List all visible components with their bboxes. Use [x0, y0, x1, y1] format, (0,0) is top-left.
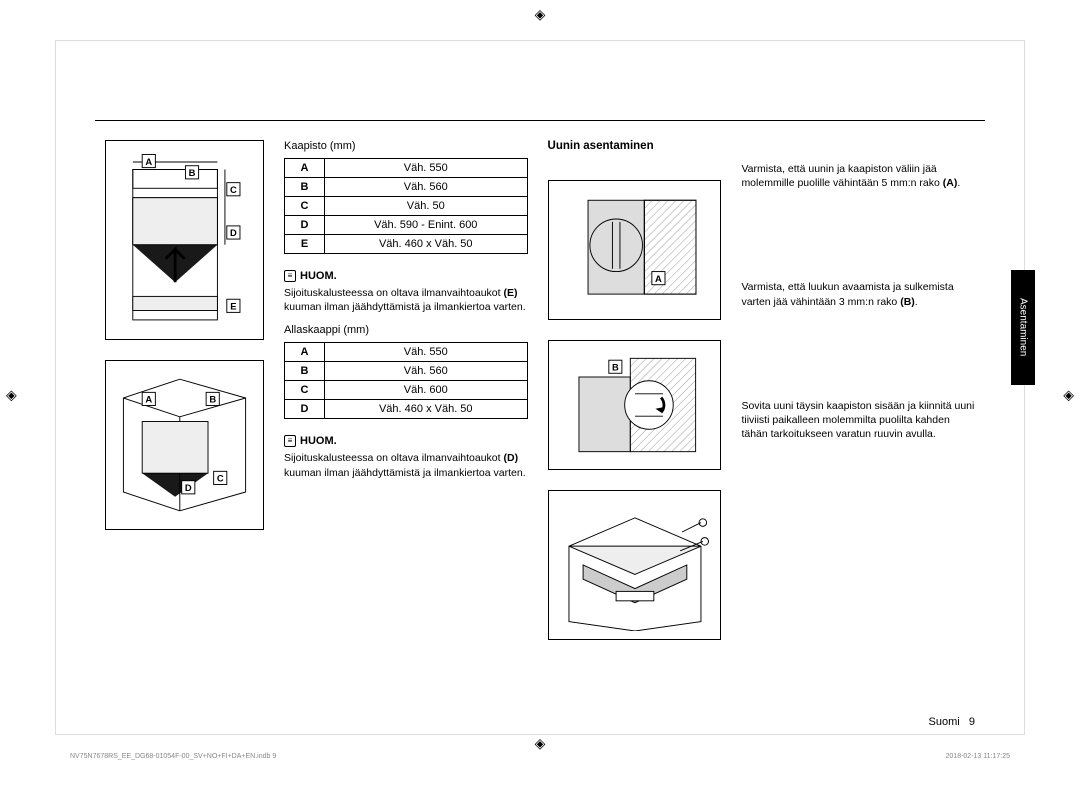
svg-text:B: B: [612, 362, 619, 372]
svg-text:A: A: [655, 274, 662, 284]
table-row: CVäh. 50: [285, 197, 528, 216]
svg-text:B: B: [209, 394, 216, 405]
huom-heading-1: ≡ HUOM.: [284, 270, 528, 282]
cabinet-diagram-2: A B C D: [105, 360, 264, 530]
crop-mark-right: ◈: [1063, 387, 1074, 404]
install-heading: Uunin asentaminen: [548, 140, 722, 152]
crop-mark-left: ◈: [6, 387, 17, 404]
huom-label: HUOM.: [300, 270, 337, 282]
huom-label: HUOM.: [300, 435, 337, 447]
allaskaappi-label: Allaskaappi (mm): [284, 324, 528, 336]
note-icon: ≡: [284, 435, 296, 447]
diagram-column: A B C D E A B C D: [105, 140, 264, 705]
install-text-3: Sovita uuni täysin kaapiston sisään ja k…: [741, 399, 975, 442]
note-icon: ≡: [284, 270, 296, 282]
svg-text:B: B: [189, 167, 196, 178]
allaskaappi-table: AVäh. 550 BVäh. 560 CVäh. 600 DVäh. 460 …: [284, 342, 528, 419]
content-area: A B C D E A B C D: [105, 140, 975, 705]
cabinet-diagram-1: A B C D E: [105, 140, 264, 340]
header-rule: [95, 120, 985, 121]
install-text-2: Varmista, että luukun avaamista ja sulke…: [741, 280, 975, 308]
table-row: BVäh. 560: [285, 178, 528, 197]
svg-text:C: C: [230, 184, 237, 195]
table-row: AVäh. 550: [285, 159, 528, 178]
install-diagram-1: A: [548, 180, 722, 320]
print-timestamp: 2018-02-13 11:17:25: [946, 753, 1010, 760]
note-text-2: Sijoituskalusteessa on oltava ilmanvaiht…: [284, 451, 528, 479]
table-row: AVäh. 550: [285, 343, 528, 362]
svg-text:D: D: [230, 227, 237, 238]
tables-column: Kaapisto (mm) AVäh. 550 BVäh. 560 CVäh. …: [284, 140, 528, 705]
table-row: BVäh. 560: [285, 362, 528, 381]
install-text-column: Varmista, että uunin ja kaapiston väliin…: [741, 140, 975, 705]
svg-text:E: E: [230, 301, 236, 312]
table-row: EVäh. 460 x Väh. 50: [285, 235, 528, 254]
side-tab: Asentaminen: [1011, 270, 1035, 385]
huom-heading-2: ≡ HUOM.: [284, 435, 528, 447]
install-text-1: Varmista, että uunin ja kaapiston väliin…: [741, 162, 975, 190]
svg-text:C: C: [217, 473, 224, 484]
page-footer: Suomi 9: [929, 716, 975, 728]
print-file-name: NV75N7678RS_EE_DG68-01054F-00_SV+NO+FI+D…: [70, 753, 276, 760]
svg-text:A: A: [145, 156, 152, 167]
crop-mark-bottom: ◈: [535, 735, 546, 752]
install-diagram-3: [548, 490, 722, 640]
svg-text:D: D: [185, 482, 192, 493]
kaapisto-table: AVäh. 550 BVäh. 560 CVäh. 50 DVäh. 590 -…: [284, 158, 528, 254]
print-footer: NV75N7678RS_EE_DG68-01054F-00_SV+NO+FI+D…: [70, 753, 1010, 760]
table-row: CVäh. 600: [285, 381, 528, 400]
kaapisto-label: Kaapisto (mm): [284, 140, 528, 152]
install-diagram-column: Uunin asentaminen A: [548, 140, 722, 705]
svg-text:A: A: [145, 394, 152, 405]
table-row: DVäh. 590 - Enint. 600: [285, 216, 528, 235]
install-diagram-2: B: [548, 340, 722, 470]
footer-page: 9: [969, 716, 975, 728]
note-text-1: Sijoituskalusteessa on oltava ilmanvaiht…: [284, 286, 528, 314]
crop-mark-top: ◈: [535, 6, 546, 23]
footer-lang: Suomi: [929, 716, 960, 728]
table-row: DVäh. 460 x Väh. 50: [285, 400, 528, 419]
